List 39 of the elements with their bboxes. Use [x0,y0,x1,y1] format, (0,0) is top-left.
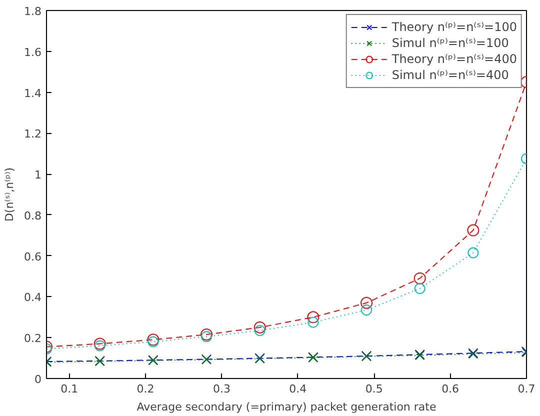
y-tick-label: 1.8 [24,5,42,18]
y-tick-label: 0 [34,373,42,386]
legend-label: Simul n⁽ᵖ⁾=n⁽ˢ⁾=400 [392,67,509,83]
y-tick-label: 1 [34,168,42,182]
y-tick-label: 0.2 [24,332,42,346]
y-tick-label: 0.8 [24,209,42,222]
legend-label: Theory n⁽ᵖ⁾=n⁽ˢ⁾=400 [392,51,517,67]
point [201,331,212,342]
x-axis-title: Average secondary (=primary) packet generation rate [136,400,436,414]
x-tick-label: 0.6 [442,382,460,396]
x-tick-label: 0.2 [136,382,154,396]
x-tick-label: 0.7 [518,382,536,396]
point [200,328,212,341]
point [94,340,106,352]
point [467,224,480,236]
point [361,304,372,316]
point [468,247,479,258]
point [307,311,320,324]
x-tick-label: 0.3 [212,382,230,396]
point [308,316,319,328]
x-tick-label: 0.5 [365,382,383,396]
point [414,272,426,284]
y-tick-label: 0.6 [24,250,42,264]
y-tick-label: 1.6 [24,46,42,59]
point [254,321,266,334]
y-axis-title: D(n⁽ˢ⁾,n⁽ᵖ⁾) [3,167,16,222]
point [147,334,160,346]
x-tick-label: 0.4 [289,382,307,396]
y-tick-label: 0.4 [24,291,42,304]
point [360,296,372,309]
point [414,283,426,294]
y-tick-label: 1.4 [24,86,42,100]
legend-label: Theory n⁽ᵖ⁾=n⁽ˢ⁾=100 [392,19,517,35]
point [94,338,106,350]
point [148,336,159,348]
x-tick-label: 0.1 [60,382,78,396]
point [254,324,266,336]
y-tick-label: 1.2 [24,128,42,141]
legend-label: Simul n⁽ᵖ⁾=n⁽ˢ⁾=100 [392,35,509,51]
